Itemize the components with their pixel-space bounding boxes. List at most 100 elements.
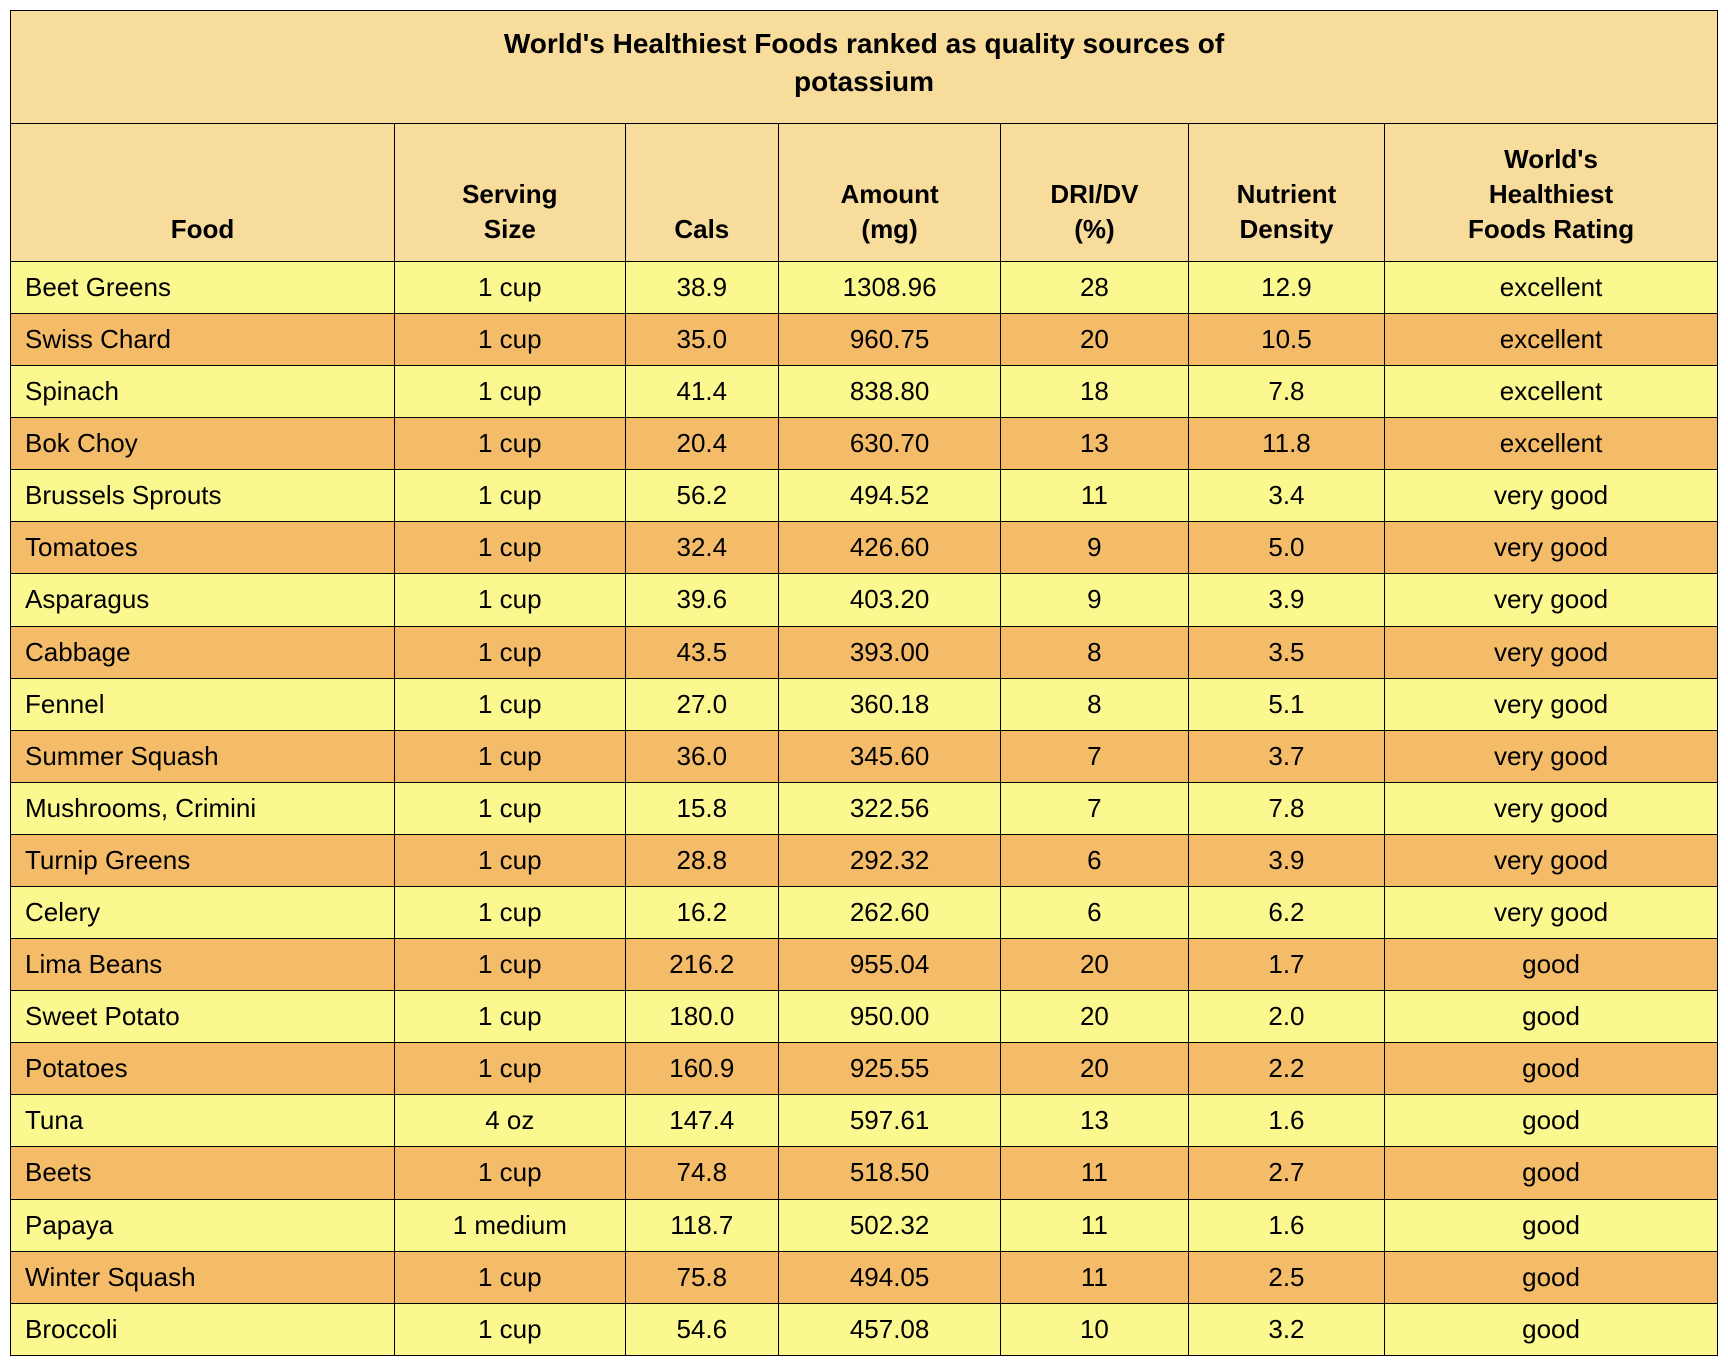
cell-density: 2.2 <box>1188 1043 1384 1095</box>
cell-food: Brussels Sprouts <box>11 470 395 522</box>
cell-serving: 1 cup <box>395 313 625 365</box>
cell-dri: 8 <box>1001 626 1189 678</box>
cell-amount: 955.04 <box>779 939 1001 991</box>
cell-serving: 1 cup <box>395 782 625 834</box>
table-row: Celery1 cup16.2262.6066.2very good <box>11 887 1718 939</box>
cell-rating: excellent <box>1385 261 1718 313</box>
cell-density: 1.7 <box>1188 939 1384 991</box>
cell-cals: 36.0 <box>625 730 779 782</box>
cell-amount: 426.60 <box>779 522 1001 574</box>
cell-density: 7.8 <box>1188 366 1384 418</box>
table-row: Summer Squash1 cup36.0345.6073.7very goo… <box>11 730 1718 782</box>
cell-rating: good <box>1385 939 1718 991</box>
cell-food: Cabbage <box>11 626 395 678</box>
table-row: Fennel1 cup27.0360.1885.1very good <box>11 678 1718 730</box>
table-row: Brussels Sprouts1 cup56.2494.52113.4very… <box>11 470 1718 522</box>
col-header-serving: ServingSize <box>395 123 625 261</box>
cell-food: Potatoes <box>11 1043 395 1095</box>
cell-rating: excellent <box>1385 313 1718 365</box>
col-header-food: Food <box>11 123 395 261</box>
cell-cals: 41.4 <box>625 366 779 418</box>
cell-rating: very good <box>1385 626 1718 678</box>
cell-dri: 20 <box>1001 991 1189 1043</box>
cell-density: 12.9 <box>1188 261 1384 313</box>
cell-amount: 502.32 <box>779 1199 1001 1251</box>
cell-amount: 950.00 <box>779 991 1001 1043</box>
cell-rating: good <box>1385 1043 1718 1095</box>
cell-food: Winter Squash <box>11 1251 395 1303</box>
table-row: Spinach1 cup41.4838.80187.8excellent <box>11 366 1718 418</box>
cell-dri: 9 <box>1001 522 1189 574</box>
table-row: Beets1 cup74.8518.50112.7good <box>11 1147 1718 1199</box>
cell-amount: 597.61 <box>779 1095 1001 1147</box>
cell-dri: 11 <box>1001 470 1189 522</box>
table-row: Swiss Chard1 cup35.0960.752010.5excellen… <box>11 313 1718 365</box>
cell-rating: very good <box>1385 834 1718 886</box>
cell-density: 3.9 <box>1188 574 1384 626</box>
cell-serving: 1 cup <box>395 261 625 313</box>
cell-dri: 10 <box>1001 1303 1189 1355</box>
cell-serving: 1 cup <box>395 418 625 470</box>
cell-food: Summer Squash <box>11 730 395 782</box>
cell-dri: 20 <box>1001 939 1189 991</box>
cell-rating: excellent <box>1385 418 1718 470</box>
cell-serving: 1 cup <box>395 626 625 678</box>
cell-dri: 20 <box>1001 313 1189 365</box>
cell-density: 1.6 <box>1188 1095 1384 1147</box>
cell-serving: 1 cup <box>395 991 625 1043</box>
cell-cals: 160.9 <box>625 1043 779 1095</box>
cell-dri: 13 <box>1001 1095 1189 1147</box>
cell-dri: 9 <box>1001 574 1189 626</box>
cell-amount: 630.70 <box>779 418 1001 470</box>
cell-cals: 43.5 <box>625 626 779 678</box>
cell-dri: 20 <box>1001 1043 1189 1095</box>
table-body: Beet Greens1 cup38.91308.962812.9excelle… <box>11 261 1718 1355</box>
cell-density: 11.8 <box>1188 418 1384 470</box>
table-head: World's Healthiest Foods ranked as quali… <box>11 11 1718 262</box>
cell-rating: very good <box>1385 470 1718 522</box>
table-row: Winter Squash1 cup75.8494.05112.5good <box>11 1251 1718 1303</box>
cell-amount: 494.05 <box>779 1251 1001 1303</box>
table-row: Cabbage1 cup43.5393.0083.5very good <box>11 626 1718 678</box>
cell-rating: very good <box>1385 730 1718 782</box>
cell-density: 3.2 <box>1188 1303 1384 1355</box>
cell-cals: 75.8 <box>625 1251 779 1303</box>
cell-serving: 1 cup <box>395 1303 625 1355</box>
col-header-density: NutrientDensity <box>1188 123 1384 261</box>
cell-rating: very good <box>1385 522 1718 574</box>
cell-dri: 7 <box>1001 730 1189 782</box>
cell-dri: 13 <box>1001 418 1189 470</box>
cell-rating: good <box>1385 991 1718 1043</box>
cell-serving: 1 cup <box>395 574 625 626</box>
cell-food: Beets <box>11 1147 395 1199</box>
cell-density: 3.9 <box>1188 834 1384 886</box>
col-header-rating: World'sHealthiestFoods Rating <box>1385 123 1718 261</box>
cell-food: Swiss Chard <box>11 313 395 365</box>
cell-food: Turnip Greens <box>11 834 395 886</box>
col-header-dri: DRI/DV(%) <box>1001 123 1189 261</box>
cell-cals: 28.8 <box>625 834 779 886</box>
cell-cals: 74.8 <box>625 1147 779 1199</box>
cell-rating: good <box>1385 1251 1718 1303</box>
cell-rating: excellent <box>1385 366 1718 418</box>
cell-dri: 28 <box>1001 261 1189 313</box>
table-row: Turnip Greens1 cup28.8292.3263.9very goo… <box>11 834 1718 886</box>
cell-amount: 1308.96 <box>779 261 1001 313</box>
cell-serving: 1 cup <box>395 1043 625 1095</box>
cell-amount: 292.32 <box>779 834 1001 886</box>
cell-food: Bok Choy <box>11 418 395 470</box>
cell-food: Sweet Potato <box>11 991 395 1043</box>
cell-rating: good <box>1385 1095 1718 1147</box>
cell-serving: 1 cup <box>395 887 625 939</box>
cell-cals: 27.0 <box>625 678 779 730</box>
cell-serving: 1 cup <box>395 522 625 574</box>
cell-food: Asparagus <box>11 574 395 626</box>
cell-amount: 360.18 <box>779 678 1001 730</box>
cell-serving: 1 cup <box>395 1251 625 1303</box>
header-row: Food ServingSize Cals Amount(mg) DRI/DV(… <box>11 123 1718 261</box>
cell-amount: 838.80 <box>779 366 1001 418</box>
cell-food: Spinach <box>11 366 395 418</box>
potassium-foods-table: World's Healthiest Foods ranked as quali… <box>10 10 1718 1356</box>
col-header-cals: Cals <box>625 123 779 261</box>
cell-cals: 15.8 <box>625 782 779 834</box>
